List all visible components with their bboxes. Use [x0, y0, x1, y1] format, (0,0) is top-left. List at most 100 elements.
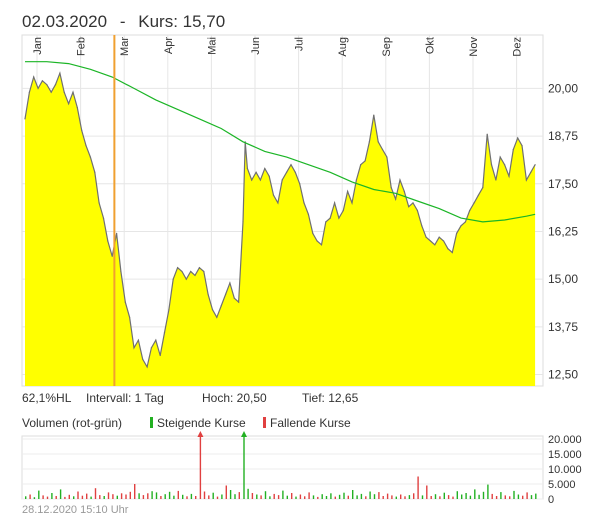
volume-bar — [408, 495, 411, 499]
price-point — [116, 232, 118, 234]
volume-bar — [360, 493, 363, 499]
volume-bar — [134, 484, 136, 499]
volume-bar — [447, 495, 450, 499]
info-hl: 62,1%HL — [22, 391, 72, 405]
volume-bar — [182, 494, 184, 499]
volume-bar — [286, 495, 288, 499]
price-point — [364, 160, 366, 162]
footer-timestamp: 28.12.2020 15:10 Uhr — [22, 504, 129, 515]
volume-bar — [64, 496, 66, 499]
volume-bar — [430, 496, 432, 499]
info-low: Tief: 12,65 — [302, 391, 359, 405]
volume-bar — [77, 491, 79, 499]
price-point — [438, 236, 440, 238]
volume-bar — [456, 491, 458, 499]
volume-tick-label: 10.000 — [548, 464, 582, 476]
volume-bar — [216, 496, 219, 499]
volume-tick-label: 20.000 — [548, 434, 582, 446]
price-point — [530, 171, 532, 173]
price-point — [386, 156, 388, 158]
month-label: Jul — [294, 37, 306, 51]
price-point — [473, 202, 475, 204]
price-point — [342, 209, 344, 212]
month-label: Nov — [468, 37, 480, 57]
volume-bar — [478, 494, 480, 499]
price-point — [54, 84, 57, 86]
price-point — [46, 84, 48, 86]
price-point — [499, 156, 501, 158]
price-point — [325, 221, 327, 223]
price-point — [255, 171, 257, 173]
info-interval: Intervall: 1 Tag — [86, 391, 164, 405]
volume-bar — [269, 496, 271, 499]
month-label: Okt — [424, 37, 436, 54]
price-point — [211, 309, 214, 311]
volume-bar — [487, 484, 489, 499]
volume-bar — [421, 495, 424, 499]
volume-bar — [391, 495, 393, 499]
volume-legend-up: Steigende Kurse — [157, 416, 246, 430]
volume-bar — [112, 494, 114, 499]
price-point — [72, 91, 74, 93]
volume-bar — [247, 488, 249, 499]
moving-average-line — [25, 61, 536, 223]
volume-y-axis: 20.000 15.000 10.000 5.000 0 — [548, 434, 582, 506]
volume-bar — [282, 490, 284, 499]
price-point — [460, 225, 462, 227]
volume-bar — [125, 494, 127, 499]
volume-bar — [116, 495, 118, 499]
volume-bar — [147, 493, 149, 499]
price-point — [181, 270, 183, 273]
volume-bar — [264, 491, 267, 499]
price-point — [482, 187, 484, 189]
volume-bar — [277, 495, 280, 499]
volume-bar — [312, 495, 315, 499]
month-axis: Jan Feb Mar Apr Mai Jun Jul Aug Sep Okt Nov Dez — [32, 37, 524, 57]
price-point — [155, 339, 157, 341]
price-point — [246, 167, 248, 170]
volume-bar — [373, 494, 376, 499]
volume-bar — [234, 494, 236, 499]
volume-bar — [103, 496, 105, 499]
price-point — [412, 202, 414, 204]
volume-bar — [55, 496, 57, 499]
volume-bar — [120, 493, 123, 499]
price-point — [307, 213, 309, 215]
up-legend-swatch — [150, 417, 153, 428]
volume-bar — [68, 494, 70, 499]
price-point — [316, 240, 318, 242]
price-point — [76, 106, 78, 109]
volume-bar — [177, 490, 179, 499]
volume-bar — [173, 495, 175, 499]
volume-bar — [469, 495, 472, 499]
volume-bar — [212, 492, 214, 499]
price-point — [133, 347, 135, 349]
price-point — [351, 202, 353, 204]
volume-bar — [190, 493, 193, 499]
price-point — [150, 347, 152, 349]
volume-bar — [25, 496, 27, 499]
price-point — [203, 270, 205, 273]
price-point — [373, 114, 375, 116]
month-label: Jan — [32, 37, 44, 55]
price-point — [464, 221, 466, 223]
volume-bar — [439, 496, 441, 499]
month-label: Aug — [337, 37, 349, 57]
down-legend-swatch — [263, 417, 266, 428]
price-point — [177, 267, 179, 269]
volume-bar — [138, 493, 140, 499]
volume-bar — [260, 495, 262, 499]
price-point — [521, 145, 523, 147]
volume-bar — [509, 496, 511, 499]
price-point — [360, 164, 362, 166]
price-point — [194, 274, 196, 276]
price-point — [272, 194, 275, 196]
volume-bar — [321, 494, 323, 499]
header-separator: - — [119, 12, 126, 31]
volume-plot-frame — [21, 435, 544, 500]
volume-bar — [413, 493, 415, 499]
volume-bar — [482, 491, 485, 499]
volume-bar — [208, 495, 210, 499]
price-point — [190, 270, 192, 273]
